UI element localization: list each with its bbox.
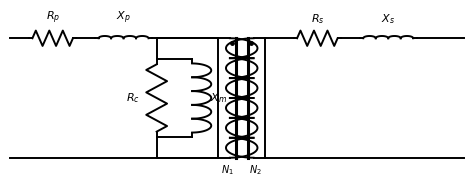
Text: $R_p$: $R_p$ bbox=[46, 10, 60, 26]
Text: $R_c$: $R_c$ bbox=[126, 91, 140, 105]
Text: $N_1$: $N_1$ bbox=[221, 163, 234, 177]
Text: $N_2$: $N_2$ bbox=[249, 163, 262, 177]
Text: $R_s$: $R_s$ bbox=[310, 13, 324, 26]
Text: $X_p$: $X_p$ bbox=[116, 10, 131, 26]
Text: $X_m$: $X_m$ bbox=[210, 91, 227, 105]
Text: $X_s$: $X_s$ bbox=[381, 13, 395, 26]
